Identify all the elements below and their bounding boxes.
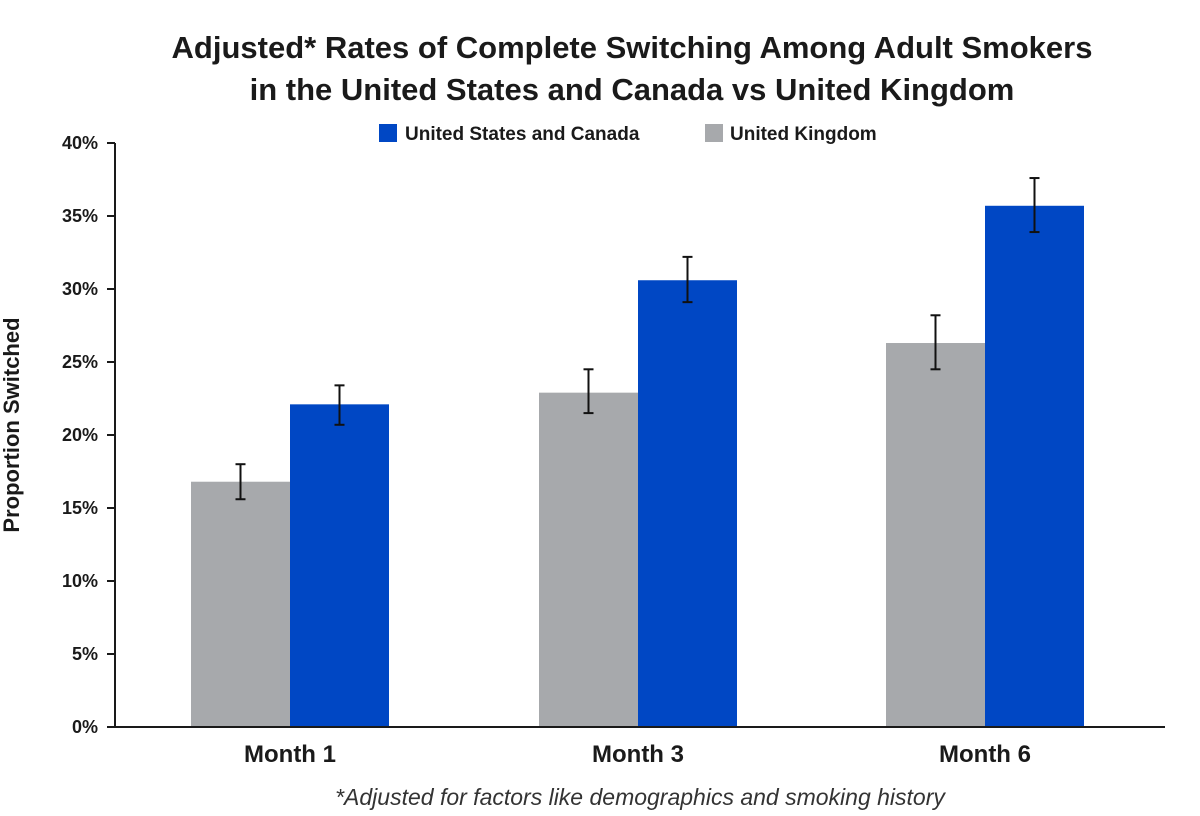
footnote: *Adjusted for factors like demographics … <box>335 784 946 810</box>
bar-united-states-and-canada <box>290 404 389 727</box>
y-tick-label: 35% <box>62 206 98 226</box>
legend-label-us-canada: United States and Canada <box>405 124 640 145</box>
y-tick-label: 40% <box>62 133 98 153</box>
y-tick-label: 10% <box>62 571 98 591</box>
bar-united-states-and-canada <box>985 205 1084 727</box>
bar-united-states-and-canada <box>638 280 737 727</box>
legend: United States and Canada United Kingdom <box>379 124 877 145</box>
x-category-label: Month 6 <box>939 741 1031 768</box>
y-tick-label: 30% <box>62 279 98 299</box>
chart-title-line-1: Adjusted* Rates of Complete Switching Am… <box>172 30 1093 65</box>
chart-title-line-2: in the United States and Canada vs Unite… <box>250 72 1015 107</box>
y-tick-label: 25% <box>62 352 98 372</box>
legend-swatch-uk <box>705 124 723 142</box>
y-tick-label: 0% <box>72 717 98 737</box>
x-category-label: Month 1 <box>244 741 336 768</box>
bar-united-kingdom <box>886 343 985 727</box>
y-tick-label: 5% <box>72 644 98 664</box>
y-tick-label: 20% <box>62 425 98 445</box>
legend-swatch-us-canada <box>379 124 397 142</box>
bar-united-kingdom <box>539 392 638 727</box>
legend-label-uk: United Kingdom <box>730 124 877 145</box>
plot-area: 0% 5% 10% 15% 20% 25% 30% 35% 40% Month 1 Month 3 M… <box>62 133 1084 768</box>
bar-united-kingdom <box>191 481 290 727</box>
x-category-label: Month 3 <box>592 741 684 768</box>
y-tick-label: 15% <box>62 498 98 518</box>
y-axis-title: Proportion Switched <box>0 317 24 532</box>
